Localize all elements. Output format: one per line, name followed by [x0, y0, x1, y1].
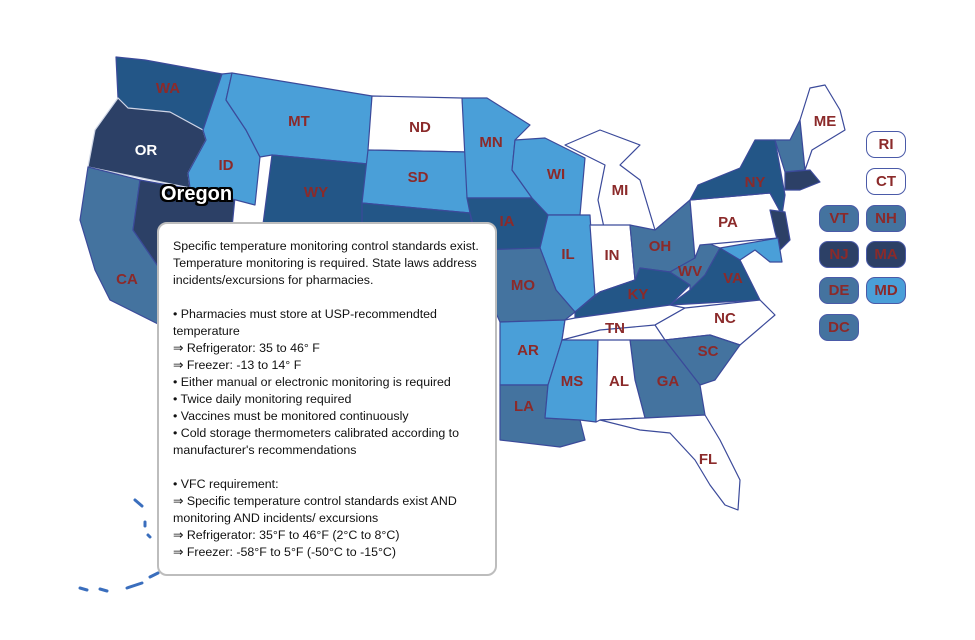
small-state-RI[interactable]: RI — [866, 131, 906, 158]
tooltip-pharmacy-line: • Pharmacies must store at USP-recommend… — [173, 307, 437, 321]
tooltip-pharmacy-line: • Cold storage thermometers calibrated a… — [173, 426, 460, 440]
tooltip-summary-line: Temperature monitoring is required. Stat… — [173, 256, 477, 270]
small-state-DC[interactable]: DC — [819, 314, 859, 341]
tooltip-pharmacy-line: • Vaccines must be monitored continuousl… — [173, 409, 409, 423]
state-SD[interactable] — [361, 149, 471, 214]
state-ND[interactable] — [367, 95, 468, 153]
state-ME[interactable] — [799, 84, 846, 171]
tooltip-vfc-line: ⇒ Freezer: -58°F to 5°F (-50°C to -15°C) — [173, 545, 397, 559]
tooltip-vfc-line: ⇒ Specific temperature control standards… — [173, 494, 457, 508]
state-MD-map[interactable] — [719, 237, 783, 263]
tooltip-pharmacy-line: • Either manual or electronic monitoring… — [173, 375, 451, 389]
tooltip-vfc-line: monitoring AND incidents/ excursions — [173, 511, 379, 525]
tooltip-pharmacy-line: manufacturer's recommendations — [173, 443, 357, 457]
tooltip-pharmacy-line: • Twice daily monitoring required — [173, 392, 352, 406]
island-fragments — [78, 498, 160, 593]
small-state-MA[interactable]: MA — [866, 241, 906, 268]
tooltip-summary-line: Specific temperature monitoring control … — [173, 239, 479, 253]
state-NJ-map[interactable] — [769, 209, 791, 251]
state-FL[interactable] — [599, 414, 741, 511]
small-state-MD[interactable]: MD — [866, 277, 906, 304]
tooltip-vfc-line: • VFC requirement: — [173, 477, 279, 491]
tooltip-pharmacy-line: ⇒ Refrigerator: 35 to 46° F — [173, 341, 320, 355]
tooltip-pharmacy-line: temperature — [173, 324, 240, 338]
state-NY[interactable] — [689, 139, 786, 216]
small-state-CT[interactable]: CT — [866, 168, 906, 195]
small-state-NJ[interactable]: NJ — [819, 241, 859, 268]
small-state-NH[interactable]: NH — [866, 205, 906, 232]
tooltip-vfc-line: ⇒ Refrigerator: 35°F to 46°F (2°C to 8°C… — [173, 528, 400, 542]
state-MA-map[interactable] — [784, 169, 821, 191]
hover-state-name: Oregon — [161, 183, 233, 205]
small-state-DE[interactable]: DE — [819, 277, 859, 304]
small-state-VT[interactable]: VT — [819, 205, 859, 232]
state-MI[interactable] — [564, 129, 656, 233]
state-info-tooltip: Specific temperature monitoring control … — [157, 222, 497, 576]
tooltip-pharmacy-line: ⇒ Freezer: -13 to 14° F — [173, 358, 302, 372]
tooltip-summary-line: incidents/excursions for pharmacies. — [173, 273, 374, 287]
